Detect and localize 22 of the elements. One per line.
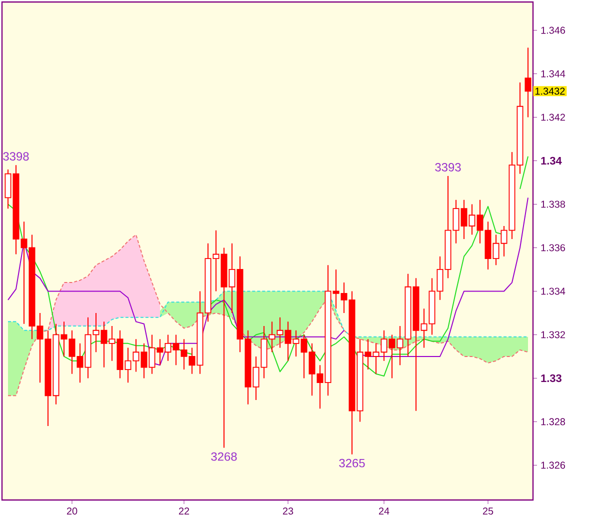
y-tick-label: 1.334 bbox=[541, 288, 566, 295]
candlestick bbox=[524, 47, 532, 118]
y-tick-label: 1.33 bbox=[541, 374, 562, 382]
annotation: 3393 bbox=[435, 162, 461, 172]
x-tick-label: 25 bbox=[482, 508, 494, 515]
y-tick-label: 1.344 bbox=[541, 70, 566, 78]
annotation: 3268 bbox=[211, 452, 237, 461]
annotation: 3265 bbox=[339, 458, 365, 468]
x-tick-label: 22 bbox=[178, 508, 190, 514]
y-tick-label: 1.336 bbox=[541, 244, 566, 252]
annotation: 1.3432 bbox=[535, 88, 565, 95]
annotation: 3398 bbox=[3, 152, 29, 161]
y-tick-label: 1.34 bbox=[541, 156, 562, 165]
x-tick-label: 23 bbox=[282, 508, 294, 515]
y-tick-label: 1.342 bbox=[541, 114, 565, 121]
x-tick-label: 20 bbox=[66, 508, 78, 515]
x-tick-label: 24 bbox=[378, 508, 390, 514]
y-tick-label: 1.326 bbox=[541, 462, 566, 469]
y-tick-label: 1.332 bbox=[541, 331, 565, 338]
y-tick-label: 1.346 bbox=[541, 26, 566, 34]
y-tick-label: 1.338 bbox=[541, 200, 566, 208]
y-tick-label: 1.328 bbox=[541, 418, 566, 426]
